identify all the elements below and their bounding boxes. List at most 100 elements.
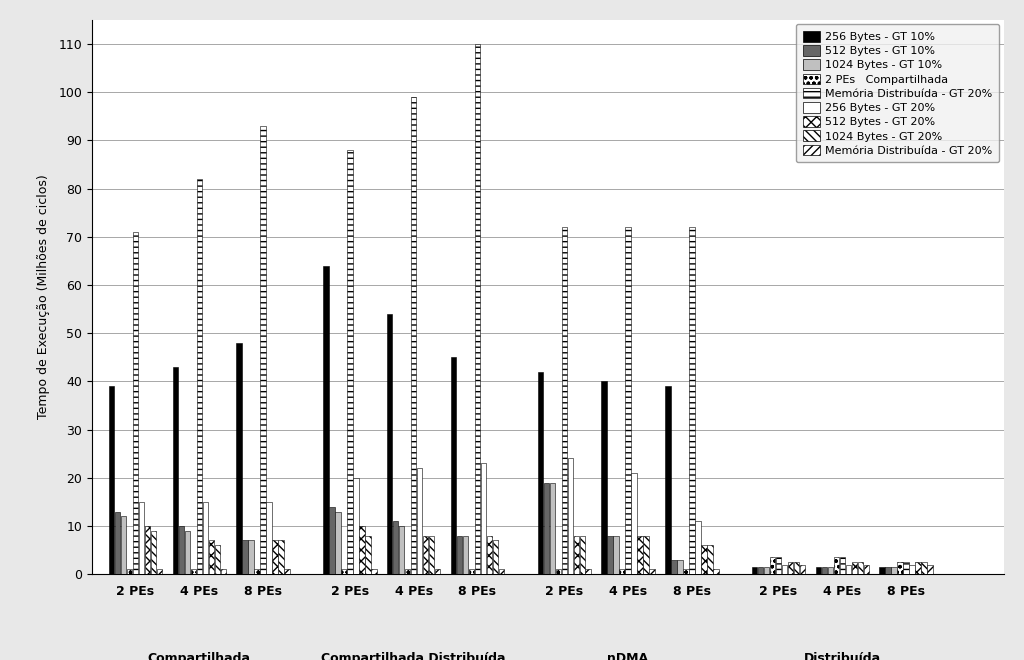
Bar — [573, 536, 579, 574]
Bar — [423, 536, 428, 574]
Bar — [499, 570, 504, 574]
Bar — [607, 536, 612, 574]
Bar — [903, 562, 909, 574]
Bar — [353, 478, 358, 574]
Bar — [671, 560, 677, 574]
Bar — [109, 386, 115, 574]
Bar — [173, 367, 178, 574]
Bar — [411, 97, 417, 574]
Bar — [601, 381, 606, 574]
Bar — [677, 560, 683, 574]
Bar — [272, 541, 278, 574]
Text: Compartilhada: Compartilhada — [147, 652, 251, 660]
Bar — [260, 126, 266, 574]
Bar — [695, 521, 700, 574]
Bar — [285, 570, 290, 574]
Bar — [643, 536, 649, 574]
Bar — [203, 502, 208, 574]
Bar — [666, 386, 671, 574]
Bar — [852, 562, 857, 574]
Text: nDMA: nDMA — [607, 652, 648, 660]
Bar — [254, 570, 260, 574]
Bar — [922, 562, 927, 574]
Bar — [637, 536, 643, 574]
Bar — [909, 564, 914, 574]
Bar — [689, 227, 694, 574]
Bar — [567, 459, 572, 574]
Bar — [892, 567, 897, 574]
Bar — [863, 564, 869, 574]
Legend: 256 Bytes - GT 10%, 512 Bytes - GT 10%, 1024 Bytes - GT 10%, 2 PEs   Compartilha: 256 Bytes - GT 10%, 512 Bytes - GT 10%, … — [797, 24, 999, 162]
Bar — [417, 468, 422, 574]
Bar — [279, 541, 284, 574]
Bar — [127, 570, 132, 574]
Bar — [544, 482, 549, 574]
Bar — [184, 531, 190, 574]
Bar — [115, 512, 120, 574]
Bar — [151, 531, 157, 574]
Bar — [538, 372, 543, 574]
Bar — [469, 570, 474, 574]
Bar — [613, 536, 618, 574]
Bar — [249, 541, 254, 574]
Bar — [178, 526, 184, 574]
Bar — [324, 266, 329, 574]
Bar — [121, 516, 126, 574]
Bar — [840, 557, 845, 574]
Bar — [550, 482, 555, 574]
Text: Distribuída: Distribuída — [804, 652, 881, 660]
Bar — [237, 343, 242, 574]
Bar — [701, 545, 707, 574]
Bar — [649, 570, 654, 574]
Bar — [366, 536, 371, 574]
Bar — [787, 562, 794, 574]
Bar — [266, 502, 271, 574]
Bar — [555, 570, 561, 574]
Bar — [486, 536, 493, 574]
Bar — [561, 227, 567, 574]
Bar — [371, 570, 377, 574]
Bar — [463, 536, 468, 574]
Bar — [429, 536, 434, 574]
Bar — [387, 314, 392, 574]
Bar — [886, 567, 891, 574]
Bar — [834, 557, 839, 574]
Bar — [209, 541, 214, 574]
Bar — [335, 512, 341, 574]
Bar — [220, 570, 226, 574]
Bar — [880, 567, 885, 574]
Bar — [620, 570, 625, 574]
Bar — [776, 557, 781, 574]
Bar — [243, 541, 248, 574]
Bar — [713, 570, 719, 574]
Bar — [347, 150, 352, 574]
Bar — [897, 562, 903, 574]
Bar — [758, 567, 763, 574]
Bar — [794, 562, 800, 574]
Bar — [144, 526, 151, 574]
Bar — [190, 570, 196, 574]
Bar — [821, 567, 827, 574]
Bar — [475, 44, 480, 574]
Bar — [782, 564, 787, 574]
Bar — [133, 232, 138, 574]
Bar — [708, 545, 713, 574]
Bar — [827, 567, 834, 574]
Bar — [393, 521, 398, 574]
Text: Compartilhada Distribuída: Compartilhada Distribuída — [322, 652, 506, 660]
Bar — [329, 507, 335, 574]
Y-axis label: Tempo de Execução (Milhões de ciclos): Tempo de Execução (Milhões de ciclos) — [37, 175, 50, 419]
Bar — [399, 526, 404, 574]
Bar — [139, 502, 144, 574]
Bar — [915, 562, 921, 574]
Bar — [858, 562, 863, 574]
Bar — [752, 567, 757, 574]
Bar — [481, 463, 486, 574]
Bar — [770, 557, 775, 574]
Bar — [435, 570, 440, 574]
Bar — [197, 179, 202, 574]
Bar — [359, 526, 365, 574]
Bar — [632, 473, 637, 574]
Bar — [457, 536, 462, 574]
Bar — [626, 227, 631, 574]
